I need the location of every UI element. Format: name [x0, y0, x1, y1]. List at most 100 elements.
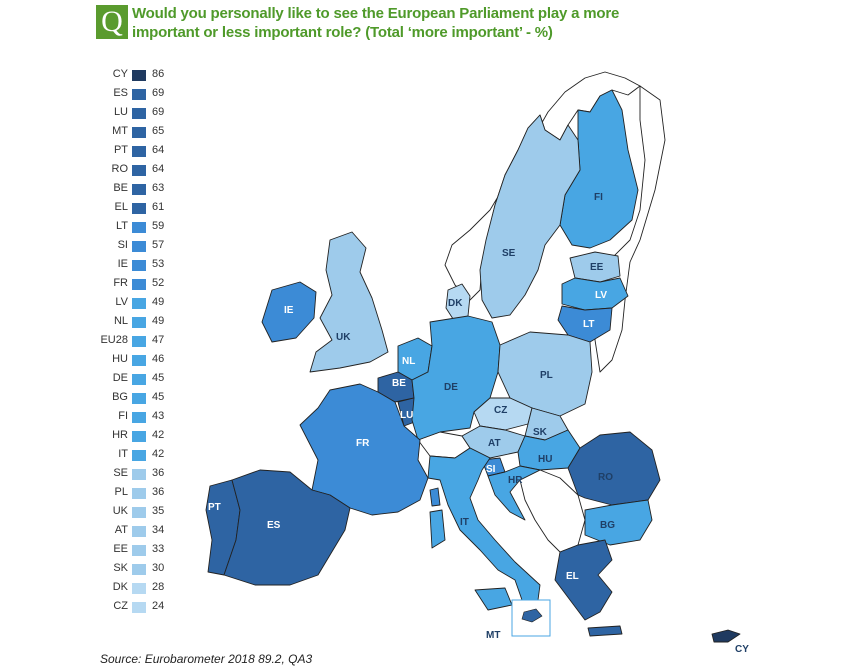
legend-code: RO	[111, 163, 129, 176]
legend-value: 34	[152, 524, 165, 537]
legend-swatch	[132, 507, 146, 519]
country-cy	[711, 629, 741, 643]
legend-value: 30	[152, 562, 165, 575]
country-es	[223, 469, 351, 586]
legend-swatch	[132, 108, 146, 120]
legend-code: AT	[114, 524, 128, 537]
legend-swatch	[132, 336, 146, 348]
legend-value: 49	[152, 296, 165, 309]
legend-row-ro: RO 64	[100, 161, 190, 180]
legend-swatch	[132, 583, 146, 595]
legend-value: 45	[152, 372, 165, 385]
legend-value: 61	[152, 201, 165, 214]
map-label-pt: PT	[208, 502, 221, 513]
legend-row-eu28: EU28 47	[100, 332, 190, 351]
source-note: Source: Eurobarometer 2018 89.2, QA3	[100, 652, 313, 666]
legend-code: SE	[113, 467, 128, 480]
legend-row-fr: FR 52	[100, 275, 190, 294]
country-mt	[521, 608, 543, 623]
country-fr-corsica	[429, 487, 441, 507]
map-label-fr: FR	[356, 438, 370, 449]
legend-value: 33	[152, 543, 165, 556]
country-ro	[567, 431, 661, 506]
legend-swatch	[132, 165, 146, 177]
legend-swatch	[132, 260, 146, 272]
legend-value: 64	[152, 163, 165, 176]
legend-swatch	[132, 184, 146, 196]
legend-code: IE	[117, 258, 128, 271]
legend-value: 86	[152, 68, 165, 80]
legend-swatch	[132, 241, 146, 253]
legend-value: 69	[152, 106, 165, 119]
legend-row-mt: MT 65	[100, 123, 190, 142]
country-lv	[561, 277, 629, 311]
legend-code: SI	[117, 239, 128, 252]
legend-row-lv: LV 49	[100, 294, 190, 313]
map-label-pl: PL	[540, 370, 553, 381]
legend-code: DE	[112, 372, 128, 385]
legend-swatch	[132, 450, 146, 462]
map-label-uk: UK	[336, 332, 351, 343]
legend-row-uk: UK 35	[100, 503, 190, 522]
country-lt	[557, 305, 613, 343]
legend-row-se: SE 36	[100, 465, 190, 484]
chart-title: Would you personally like to see the Eur…	[132, 5, 620, 41]
legend-value: 57	[152, 239, 165, 252]
legend-code: PL	[114, 486, 128, 499]
legend-row-bg: BG 45	[100, 389, 190, 408]
country-hr	[487, 465, 541, 521]
legend-code: EE	[113, 543, 128, 556]
legend-row-dk: DK 28	[100, 579, 190, 598]
legend-swatch	[132, 545, 146, 557]
legend-code: BG	[112, 391, 128, 404]
legend-code: PT	[113, 144, 128, 157]
legend-swatch	[132, 526, 146, 538]
legend-row-cz: CZ 24	[100, 598, 190, 617]
map-label-hu: HU	[538, 454, 552, 465]
legend-row-de: DE 45	[100, 370, 190, 389]
question-badge: Q	[96, 5, 128, 39]
legend-row-be: BE 63	[100, 180, 190, 199]
legend-swatch	[132, 70, 146, 81]
legend-code: FR	[113, 277, 128, 290]
legend-swatch	[132, 89, 146, 101]
legend-row-pl: PL 36	[100, 484, 190, 503]
legend-code: SK	[113, 562, 128, 575]
map-label-es: ES	[267, 520, 281, 531]
map-label-se: SE	[502, 248, 516, 259]
map-label-it: IT	[460, 517, 469, 528]
legend-row-it: IT 42	[100, 446, 190, 465]
map-label-el: EL	[566, 571, 579, 582]
country-it-sardinia	[429, 509, 446, 549]
map-label-bg: BG	[600, 520, 615, 531]
legend-value: 42	[152, 429, 165, 442]
legend-code: IT	[118, 448, 128, 461]
legend-row-es: ES 69	[100, 85, 190, 104]
legend-value: 36	[152, 467, 165, 480]
legend-value: 35	[152, 505, 165, 518]
legend-swatch	[132, 355, 146, 367]
legend-row-lt: LT 59	[100, 218, 190, 237]
legend-code: EL	[114, 201, 128, 214]
legend-row-fi: FI 43	[100, 408, 190, 427]
country-el	[554, 539, 613, 621]
legend-code: DK	[112, 581, 128, 594]
map-label-ie: IE	[284, 305, 294, 316]
legend-code: FI	[118, 410, 128, 423]
legend-value: 46	[152, 353, 165, 366]
legend-swatch	[132, 374, 146, 386]
country-it-sicily	[474, 587, 513, 611]
country-pl	[497, 331, 593, 417]
legend-value: 59	[152, 220, 165, 233]
legend-swatch	[132, 469, 146, 481]
legend-swatch	[132, 203, 146, 215]
map-label-cy: CY	[735, 644, 749, 655]
map-label-ee: EE	[590, 262, 604, 273]
legend-swatch	[132, 298, 146, 310]
legend-row-el: EL 61	[100, 199, 190, 218]
map-label-si: SI	[486, 464, 496, 475]
legend-swatch	[132, 317, 146, 329]
legend-code: ES	[113, 87, 128, 100]
map-label-sk: SK	[533, 427, 548, 438]
